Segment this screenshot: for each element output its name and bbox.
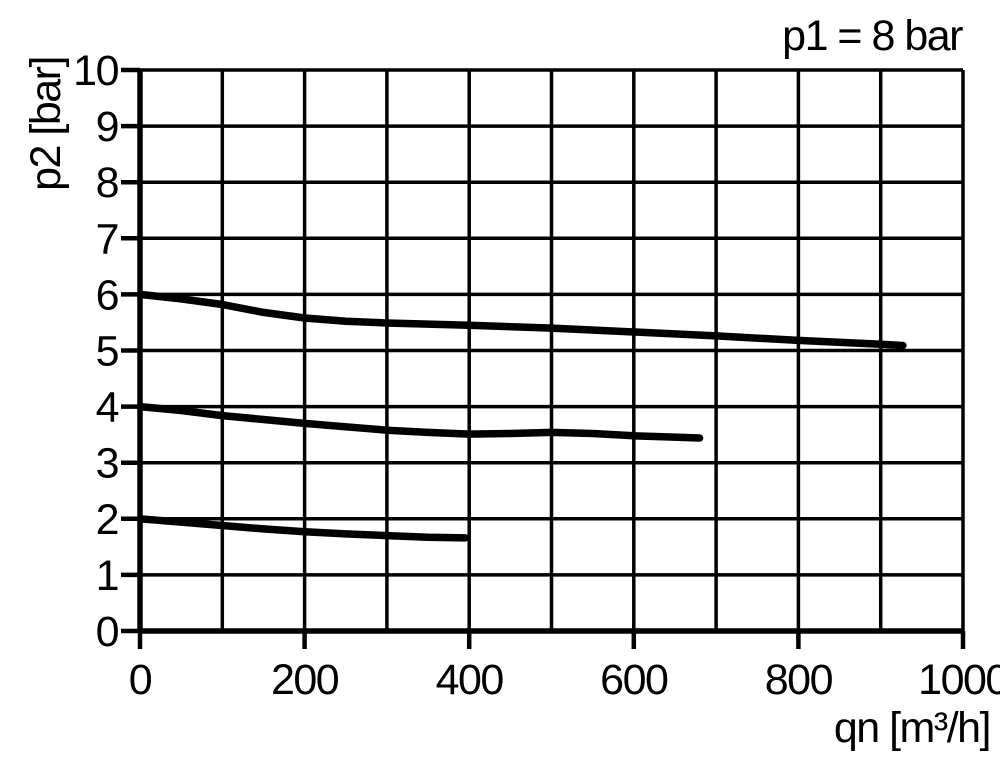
x-tick-label: 1000	[918, 656, 1000, 704]
y-tick-label: 10	[73, 47, 118, 95]
y-tick-label: 0	[96, 608, 119, 656]
curve-upper-set-6-bar	[136, 290, 907, 350]
tick-label-layer: 0 200 400 600 800 1000 0 1 2 3 4 5 6 7 8 9 10	[73, 47, 1000, 704]
tick-layer	[121, 67, 966, 649]
y-tick-label: 3	[96, 440, 119, 488]
x-tick-label: 0	[129, 656, 152, 704]
y-tick-label: 2	[96, 496, 118, 544]
x-tick-label: 800	[765, 656, 833, 704]
y-axis-label: p2 [bar]	[22, 57, 70, 191]
curve-middle-set-4-bar	[136, 402, 704, 442]
x-tick-label: 600	[600, 656, 668, 704]
x-tick-label: 200	[271, 656, 339, 704]
y-tick-label: 6	[96, 271, 119, 319]
curve-layer	[136, 290, 907, 542]
y-tick-label: 8	[96, 159, 119, 207]
grid-layer	[138, 68, 965, 633]
chart-title: p1 = 8 bar	[782, 12, 963, 60]
y-tick-label: 7	[96, 215, 118, 263]
x-axis-label: qn [m³/h]	[834, 704, 990, 752]
curve-lower-set-2-bar	[136, 515, 469, 542]
y-tick-label: 4	[96, 384, 119, 432]
y-tick-label: 9	[96, 103, 118, 151]
y-tick-label: 5	[96, 328, 119, 376]
y-tick-label: 1	[96, 552, 118, 600]
x-tick-label: 400	[436, 656, 504, 704]
